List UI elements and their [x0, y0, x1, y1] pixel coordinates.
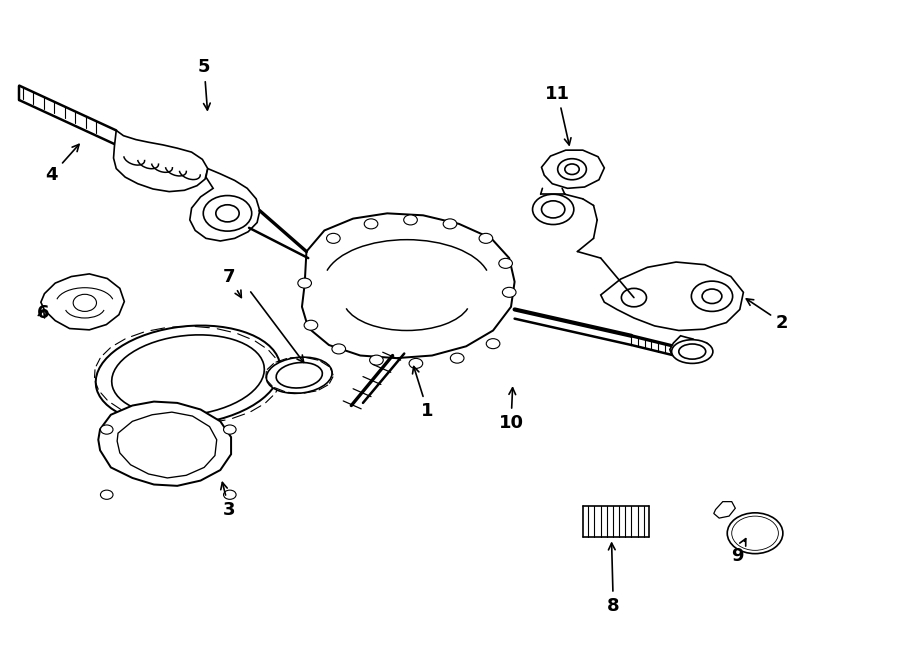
- Polygon shape: [670, 336, 695, 359]
- Ellipse shape: [95, 325, 280, 425]
- Circle shape: [450, 353, 464, 363]
- Text: 8: 8: [607, 543, 619, 615]
- Text: 9: 9: [731, 539, 746, 564]
- Circle shape: [332, 344, 346, 354]
- Polygon shape: [40, 274, 124, 330]
- Polygon shape: [542, 150, 604, 188]
- Circle shape: [486, 338, 500, 348]
- Polygon shape: [190, 169, 260, 241]
- Text: 5: 5: [198, 58, 211, 110]
- Ellipse shape: [671, 340, 713, 364]
- Text: 11: 11: [545, 85, 571, 145]
- Text: 6: 6: [36, 304, 49, 323]
- Circle shape: [499, 258, 512, 268]
- Circle shape: [542, 201, 565, 218]
- Circle shape: [727, 513, 783, 554]
- Circle shape: [502, 288, 516, 297]
- Polygon shape: [600, 262, 743, 330]
- Polygon shape: [714, 502, 735, 518]
- Circle shape: [203, 196, 252, 231]
- Circle shape: [558, 159, 587, 180]
- Circle shape: [691, 281, 733, 311]
- Circle shape: [732, 516, 778, 551]
- Circle shape: [304, 320, 318, 330]
- Circle shape: [702, 289, 722, 303]
- Circle shape: [479, 233, 492, 243]
- Circle shape: [73, 294, 96, 311]
- Text: 3: 3: [220, 483, 236, 518]
- Ellipse shape: [679, 344, 706, 359]
- Circle shape: [565, 164, 580, 175]
- Ellipse shape: [266, 357, 332, 393]
- Circle shape: [370, 355, 383, 365]
- Text: 4: 4: [45, 144, 79, 184]
- Circle shape: [101, 425, 113, 434]
- Circle shape: [404, 215, 418, 225]
- Circle shape: [410, 358, 423, 368]
- Text: 2: 2: [746, 299, 788, 332]
- Ellipse shape: [276, 362, 322, 388]
- Circle shape: [533, 194, 574, 225]
- Text: 1: 1: [412, 366, 434, 420]
- Circle shape: [223, 490, 236, 499]
- Circle shape: [327, 233, 340, 243]
- Polygon shape: [113, 130, 208, 192]
- Circle shape: [298, 278, 311, 288]
- Polygon shape: [98, 402, 231, 486]
- Circle shape: [101, 490, 113, 499]
- Polygon shape: [302, 214, 515, 358]
- Circle shape: [216, 205, 239, 222]
- Text: 7: 7: [223, 268, 241, 297]
- Circle shape: [738, 521, 772, 546]
- Circle shape: [621, 288, 646, 307]
- Ellipse shape: [112, 335, 265, 416]
- Circle shape: [223, 425, 236, 434]
- Text: 10: 10: [499, 388, 524, 432]
- Polygon shape: [117, 412, 217, 478]
- Circle shape: [443, 219, 457, 229]
- Circle shape: [364, 219, 378, 229]
